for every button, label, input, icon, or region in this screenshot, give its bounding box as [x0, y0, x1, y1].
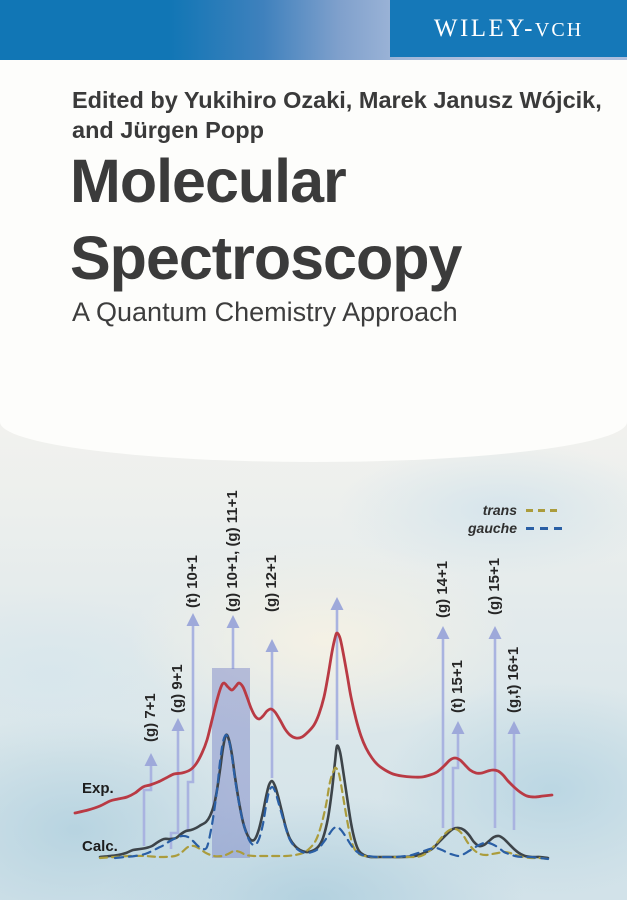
peak-label: (g) 12+1	[263, 554, 280, 612]
legend-dash-swatch	[526, 526, 562, 530]
peak-label: (t) 10+1	[184, 555, 201, 608]
watercolor-background	[0, 400, 627, 900]
chart-legend: trans gauche	[430, 501, 562, 537]
brand-vch: VCH	[534, 18, 584, 41]
title-line-2: Spectroscopy	[70, 224, 462, 292]
editors-line-2: and Jürgen Popp	[72, 117, 264, 143]
book-title: Molecular Spectroscopy	[70, 143, 462, 297]
peak-label: (g) 15+1	[486, 557, 503, 615]
title-line-1: Molecular	[70, 147, 347, 215]
publisher-logo-block: WILEY-VCH	[390, 0, 627, 57]
peak-label: (g) 7+1	[142, 693, 159, 742]
legend-dash-swatch	[526, 508, 562, 512]
brand-wiley: WILEY-	[433, 14, 535, 42]
peak-label: (g) 10+1, (g) 11+1	[224, 490, 241, 612]
editors-line-1: Edited by Yukihiro Ozaki, Marek Janusz W…	[72, 87, 602, 113]
calc-curve-label: Calc.	[82, 838, 118, 855]
peak-label: (g,t) 16+1	[505, 646, 522, 713]
peak-label: (g) 9+1	[169, 664, 186, 713]
publisher-logo: WILEY-VCH	[434, 15, 583, 43]
editors-credit: Edited by Yukihiro Ozaki, Marek Janusz W…	[72, 85, 602, 145]
legend-row-gauche: gauche	[430, 519, 562, 537]
peak-label: (t) 15+1	[449, 660, 466, 713]
legend-label: gauche	[467, 520, 517, 536]
book-subtitle: A Quantum Chemistry Approach	[72, 297, 458, 327]
legend-label: trans	[482, 502, 517, 518]
peak-label: (g) 14+1	[434, 560, 451, 618]
exp-curve-label: Exp.	[82, 780, 114, 797]
upper-background	[0, 60, 627, 462]
legend-row-trans: trans	[430, 501, 562, 519]
